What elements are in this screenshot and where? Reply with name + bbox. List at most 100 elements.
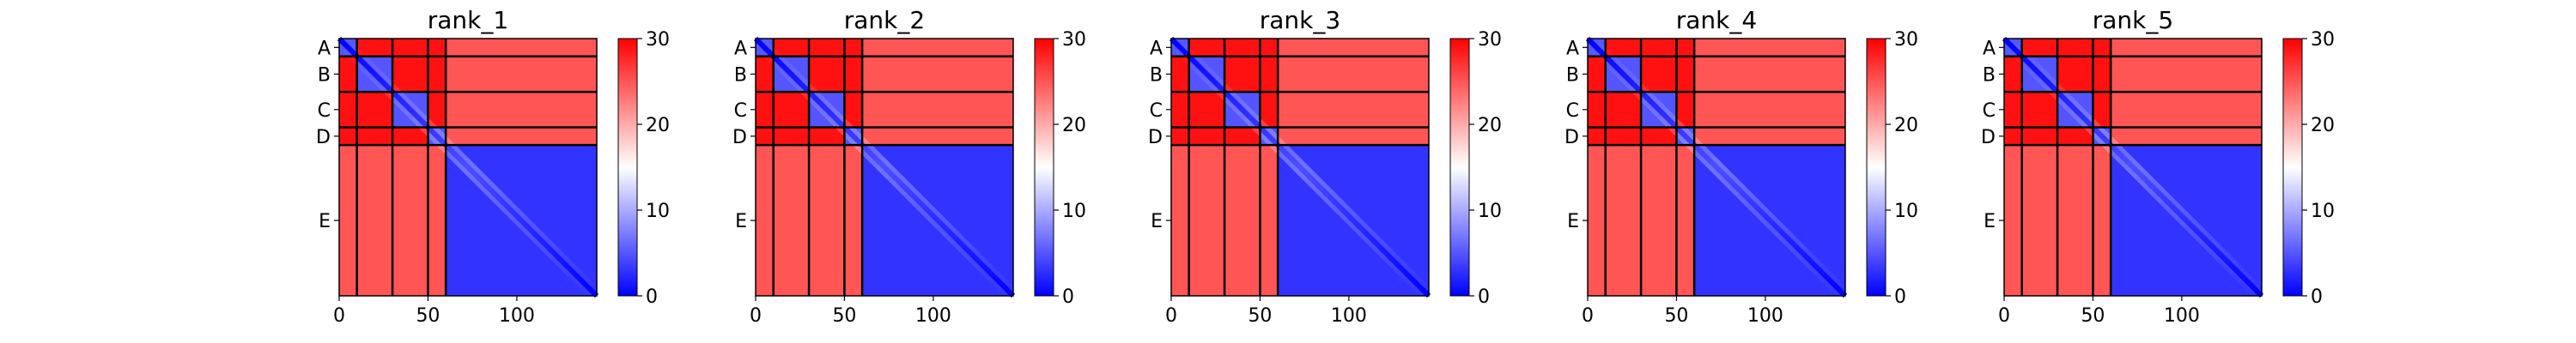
diagonal-halo: [1583, 33, 1850, 301]
heatmap-cell: [2111, 39, 2262, 57]
colorbar-tick-label: 10: [646, 201, 670, 222]
x-tick-label: 50: [416, 305, 440, 327]
colorbar-tick-label: 30: [2311, 29, 2335, 51]
heatmap-cell: [1188, 39, 1225, 57]
heatmap-cell: [428, 39, 447, 57]
heatmap-cell: [1694, 39, 1845, 57]
colorbar-tick-label: 10: [1062, 201, 1086, 222]
plot-frame: [2003, 38, 2263, 297]
heatmap-cell: [1694, 56, 1845, 93]
heatmap-cell: [756, 127, 774, 146]
panel-title: rank_5: [2093, 6, 2173, 34]
heatmap-cell: [1676, 56, 1695, 93]
heatmap-cell: [2093, 145, 2111, 296]
y-tick-label: A: [734, 38, 747, 59]
heatmap-cell: [809, 145, 845, 296]
diagonal-halo: [1166, 33, 1434, 301]
heatmap-cell: [339, 92, 357, 128]
colorbar-tick-label: 20: [1062, 115, 1086, 136]
y-tick-label: C: [1983, 100, 1996, 122]
heatmap-cell: [862, 56, 1013, 93]
colorbar: [2282, 38, 2303, 297]
panel-title: rank_3: [1260, 6, 1340, 34]
x-tick-label: 100: [499, 305, 535, 327]
y-tick-label: D: [1981, 127, 1996, 148]
heatmap-cell: [2004, 145, 2022, 296]
colorbar: [1866, 38, 1886, 297]
panel-title: rank_2: [844, 6, 925, 34]
y-tick-label: D: [1148, 127, 1163, 148]
colorbar-tick-label: 0: [2311, 286, 2323, 308]
heatmap-cell: [756, 56, 774, 93]
heatmap-cell: [2057, 39, 2093, 57]
y-tick-label: B: [1983, 64, 1996, 86]
colorbar-tick-label: 20: [646, 115, 670, 136]
heatmap-cell: [1224, 127, 1261, 146]
heatmap-cell: [428, 56, 447, 93]
diagonal-halo: [750, 33, 1018, 301]
y-tick-label: D: [732, 127, 747, 148]
x-tick-label: 100: [2164, 305, 2200, 327]
heatmap-cell: [844, 145, 863, 296]
heatmap-cell: [1676, 145, 1695, 296]
heatmap-cell: [1676, 92, 1695, 128]
y-tick-label: C: [734, 100, 747, 122]
heatmap-cell: [2111, 127, 2262, 146]
y-tick-label: D: [1564, 127, 1579, 148]
plot-frame: [338, 38, 598, 297]
heatmap-cell: [392, 127, 428, 146]
y-tick-label: B: [1566, 64, 1579, 86]
heatmap-cell: [2021, 127, 2058, 146]
heatmap-cell: [2021, 92, 2058, 128]
colorbar-tick-label: 20: [1478, 115, 1502, 136]
heatmap-cell: [1278, 127, 1429, 146]
heatmap-cell: [1224, 145, 1261, 296]
colorbar: [1034, 38, 1054, 297]
heatmap-cell: [1188, 127, 1225, 146]
heatmap-cell: [1260, 92, 1279, 128]
x-tick-label: 100: [1331, 305, 1367, 327]
plot-frame: [1587, 38, 1846, 297]
heatmap-cell: [356, 145, 393, 296]
heatmap-cell: [1588, 92, 1606, 128]
colorbar-tick-label: 20: [1894, 115, 1918, 136]
x-tick-label: 100: [1747, 305, 1783, 327]
heatmap-cell: [809, 127, 845, 146]
heatmap-cell: [1188, 92, 1225, 128]
y-tick-label: A: [1983, 38, 1996, 59]
heatmap-cell: [446, 56, 597, 93]
heatmap-cell: [1588, 127, 1606, 146]
heatmap-cell: [844, 39, 863, 57]
heatmap-cell: [844, 92, 863, 128]
y-tick-label: A: [1150, 38, 1163, 59]
colorbar-tick-label: 30: [1894, 29, 1918, 51]
heatmap-cell: [446, 39, 597, 57]
heatmap-cell: [1694, 127, 1845, 146]
heatmap-cell: [1641, 145, 1677, 296]
heatmap-cell: [446, 92, 597, 128]
panel-title: rank_4: [1676, 6, 1757, 34]
heatmap-cell: [862, 127, 1013, 146]
heatmap-cell: [1676, 39, 1695, 57]
heatmap-cell: [1694, 92, 1845, 128]
colorbar-tick-label: 30: [1062, 29, 1086, 51]
heatmap-cell: [428, 92, 447, 128]
colorbar-tick-label: 30: [646, 29, 670, 51]
heatmap-cell: [862, 92, 1013, 128]
heatmap-cell: [1171, 145, 1189, 296]
heatmap-cell: [773, 127, 810, 146]
heatmap-cell: [2057, 56, 2093, 93]
x-tick-label: 0: [1582, 305, 1594, 327]
heatmap-cell: [2093, 39, 2111, 57]
heatmap-cell: [2021, 39, 2058, 57]
y-tick-label: C: [1150, 100, 1163, 122]
x-tick-label: 100: [915, 305, 951, 327]
diagonal-halo: [334, 33, 602, 301]
colorbar-tick-label: 10: [1894, 201, 1918, 222]
y-tick-label: E: [319, 211, 331, 232]
heatmap-cell: [1605, 92, 1642, 128]
